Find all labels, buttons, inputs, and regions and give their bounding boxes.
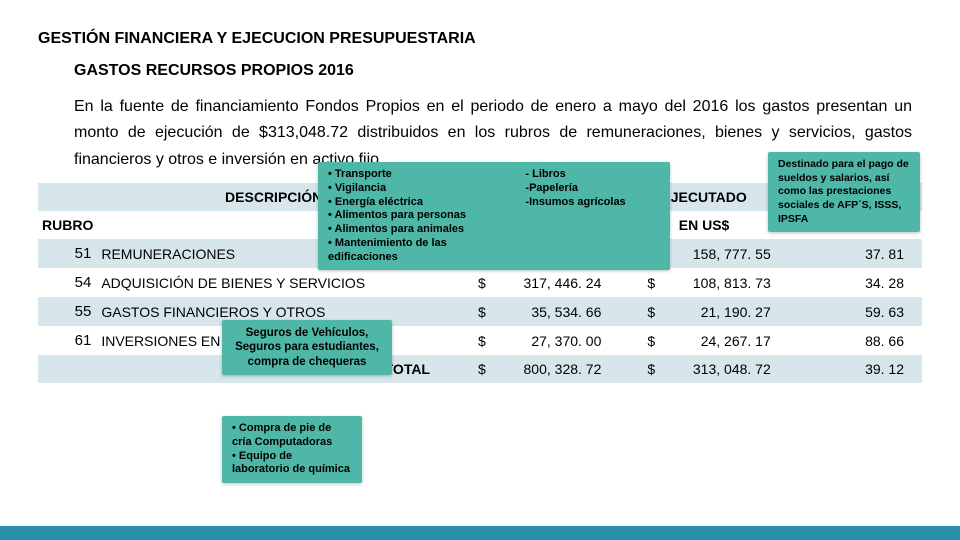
callout-item: Alimentos para animales (328, 223, 507, 237)
currency-symbol: $ (450, 326, 490, 355)
col-rubro: RUBRO (38, 211, 97, 239)
currency-symbol: $ (450, 268, 490, 297)
pct-val: 88. 66 (789, 326, 922, 355)
rubro-code: 54 (38, 268, 97, 297)
callout-item: Vigilancia (328, 182, 507, 196)
total-pct: 39. 12 (789, 355, 922, 383)
callout-item: Energía eléctrica (328, 196, 507, 210)
callout-item: Transporte (328, 168, 507, 182)
ejecutado-val: 24, 267. 17 (659, 326, 789, 355)
total-ejecutado: 313, 048. 72 (659, 355, 789, 383)
total-presupuesto: 800, 328. 72 (490, 355, 620, 383)
rubro-code: 55 (38, 297, 97, 326)
callout-item: Alimentos para personas (328, 209, 507, 223)
callout-seguros: Seguros de Vehículos, Seguros para estud… (222, 320, 392, 375)
callout-item: Compra de pie de cría Computadoras (232, 422, 352, 450)
ejecutado-val: 21, 190. 27 (659, 297, 789, 326)
currency-symbol: $ (450, 297, 490, 326)
rubro-code: 51 (38, 239, 97, 268)
page-subtitle: GASTOS RECURSOS PROPIOS 2016 (74, 62, 922, 80)
currency-symbol: $ (450, 355, 490, 383)
table-row: 61 INVERSIONES EN ACTIVO FIJO $ 27, 370.… (38, 326, 922, 355)
pct-val: 37. 81 (789, 239, 922, 268)
table-row: 54 ADQUISICIÓN DE BIENES Y SERVICIOS $ 3… (38, 268, 922, 297)
callout-item: Mantenimiento de las edificaciones (328, 237, 507, 265)
callout-inversiones: Compra de pie de cría Computadoras Equip… (222, 416, 362, 483)
currency-symbol: $ (619, 297, 659, 326)
table-row: 55 GASTOS FINANCIEROS Y OTROS $ 35, 534.… (38, 297, 922, 326)
currency-symbol: $ (619, 268, 659, 297)
callout-bienes-servicios: Transporte Vigilancia Energía eléctrica … (318, 162, 670, 270)
callout-item: Equipo de laboratorio de química (232, 450, 352, 478)
currency-symbol: $ (619, 326, 659, 355)
callout-item: - Libros (525, 168, 660, 182)
ejecutado-val: 108, 813. 73 (659, 268, 789, 297)
callout-item: -Insumos agrícolas (525, 196, 660, 210)
callout-item: -Papelería (525, 182, 660, 196)
bottom-accent-bar (0, 526, 960, 540)
currency-symbol: $ (619, 355, 659, 383)
presupuesto-val: 35, 534. 66 (490, 297, 620, 326)
presupuesto-val: 27, 370. 00 (490, 326, 620, 355)
presupuesto-val: 317, 446. 24 (490, 268, 620, 297)
pct-val: 34. 28 (789, 268, 922, 297)
ejecutado-val: 158, 777. 55 (659, 239, 789, 268)
rubro-code: 61 (38, 326, 97, 355)
callout-remuneraciones: Destinado para el pago de sueldos y sala… (768, 152, 920, 232)
table-total-row: TOTAL $ 800, 328. 72 $ 313, 048. 72 39. … (38, 355, 922, 383)
page-title: GESTIÓN FINANCIERA Y EJECUCION PRESUPUES… (38, 30, 922, 48)
pct-val: 59. 63 (789, 297, 922, 326)
rubro-desc: ADQUISICIÓN DE BIENES Y SERVICIOS (97, 268, 450, 297)
